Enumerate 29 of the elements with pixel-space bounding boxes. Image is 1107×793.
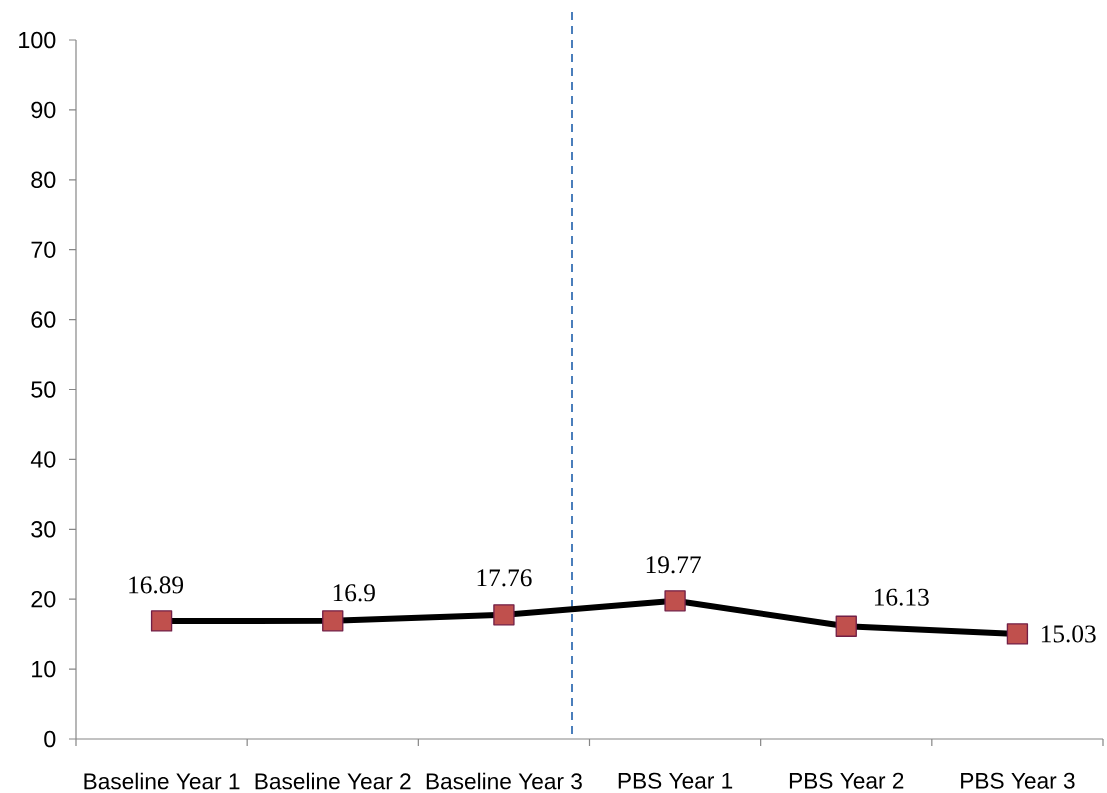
- data-label: 16.9: [333, 584, 375, 602]
- y-tick-label: 10: [32, 660, 56, 678]
- x-tick-label: PBS Year 1: [618, 772, 733, 789]
- data-label: 19.77: [646, 556, 701, 574]
- y-tick-label: 100: [19, 31, 56, 49]
- y-tick-label: 20: [31, 590, 56, 608]
- point: [664, 590, 686, 612]
- point: [493, 604, 515, 626]
- x-tick-label: PBS Year 3: [961, 772, 1075, 789]
- data-label: 17.76: [477, 569, 532, 587]
- y-tick-label: 60: [31, 311, 56, 328]
- y-tick-label: 0: [44, 730, 56, 748]
- y-tick-label: 40: [30, 451, 56, 468]
- x-tick-label: Baseline Year 2: [255, 772, 411, 790]
- point: [150, 610, 173, 632]
- y-tick-label: 90: [31, 101, 56, 119]
- data-label: 16.13: [874, 588, 929, 606]
- x-tick-label: Baseline Year 3: [426, 772, 582, 790]
- y-tick-label: 30: [31, 521, 56, 538]
- data-label: 16.89: [129, 576, 184, 594]
- y-tick-label: 80: [31, 171, 56, 189]
- point: [835, 615, 857, 637]
- point: [1006, 623, 1029, 645]
- data-label: 15.03: [1041, 625, 1096, 643]
- x-tick-label: PBS Year 2: [789, 772, 904, 789]
- x-tick-label: Baseline Year 1: [84, 772, 240, 790]
- y-tick-label: 50: [31, 381, 56, 398]
- y-tick-label: 70: [31, 241, 56, 258]
- point: [322, 610, 344, 632]
